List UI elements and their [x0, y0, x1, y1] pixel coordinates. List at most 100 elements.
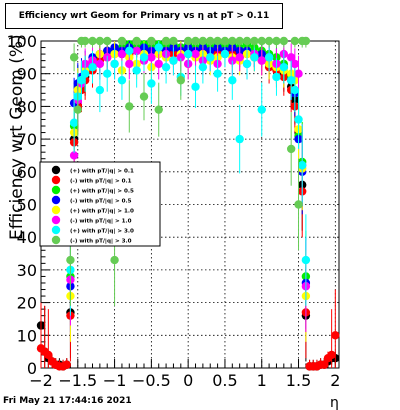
axes: −2 −1.5 −1 −0.5 0 0.5 1 1.5 20102030405060708090…	[6, 32, 340, 390]
data-point	[301, 36, 311, 46]
data-point	[125, 46, 134, 56]
data-point	[257, 36, 266, 46]
legend-marker	[51, 235, 61, 245]
data-point	[206, 36, 215, 46]
x-tick-label: 1	[257, 371, 267, 390]
data-point	[110, 255, 119, 265]
legend-marker	[51, 175, 61, 185]
data-point	[228, 76, 237, 85]
y-tick-label: 10	[17, 326, 37, 345]
data-point	[117, 49, 127, 59]
data-point	[250, 53, 259, 62]
data-point	[169, 36, 178, 46]
data-point	[257, 105, 266, 114]
data-point	[147, 79, 156, 88]
data-point	[44, 350, 53, 360]
legend-label: (+) with pT/|q| > 0.5	[70, 189, 134, 195]
x-tick-label: 0	[183, 371, 193, 390]
timestamp: Fri May 21 17:44:16 2021	[3, 396, 132, 406]
data-point	[220, 36, 230, 46]
data-point	[257, 56, 266, 65]
data-point	[69, 118, 79, 127]
data-point	[73, 105, 82, 114]
data-point	[242, 36, 252, 46]
data-point	[88, 36, 97, 46]
data-point	[132, 46, 141, 56]
data-point	[191, 36, 200, 46]
data-point	[80, 69, 90, 78]
data-point	[80, 36, 90, 46]
data-point	[176, 53, 186, 62]
legend-label: (+) with pT/|q| > 1.0	[70, 209, 134, 215]
data-point	[110, 59, 119, 69]
data-point	[147, 36, 156, 46]
x-axis-label: η	[330, 395, 339, 410]
y-tick-label: 100	[6, 32, 37, 51]
data-point	[183, 49, 193, 59]
data-point	[103, 36, 112, 46]
data-point	[117, 76, 127, 85]
legend-label: (+) with pT/|q| > 0.1	[70, 169, 134, 175]
y-tick-label: 0	[27, 359, 37, 378]
x-tick-label: −1.5	[58, 371, 97, 390]
data-point	[66, 255, 75, 265]
data-point	[235, 53, 244, 62]
y-tick-label: 40	[17, 228, 37, 247]
y-tick-label: 60	[17, 163, 37, 182]
legend-marker	[51, 205, 61, 215]
data-point	[290, 85, 300, 95]
data-point	[191, 82, 200, 91]
data-point	[272, 72, 281, 82]
data-point	[161, 36, 171, 46]
data-point	[88, 62, 97, 72]
data-point	[198, 36, 208, 46]
chart-title: Efficiency wrt Geom for Primary vs η at …	[18, 11, 270, 21]
data-point	[220, 49, 230, 59]
data-point	[62, 360, 71, 369]
data-point	[298, 161, 307, 170]
data-point	[294, 69, 303, 78]
data-point	[69, 151, 79, 160]
data-point	[161, 62, 171, 72]
data-point	[95, 85, 105, 95]
legend: (+) with pT/|q| > 0.1 (-) with pT/|q| > 0…	[39, 161, 161, 247]
legend-label: (+) with pT/|q| > 3.0	[70, 229, 134, 235]
x-tick-label: −1	[103, 371, 127, 390]
data-point	[154, 59, 163, 69]
data-point	[139, 92, 149, 101]
data-point	[213, 69, 222, 78]
y-axis-label: Efficiency wrt Geom (%)	[7, 34, 27, 240]
legend-marker	[51, 225, 61, 235]
y-tick-label: 80	[17, 97, 37, 116]
data-point	[103, 69, 112, 78]
y-tick-label: 90	[17, 65, 37, 84]
legend-label: (-) with pT/|q| > 3.0	[70, 239, 132, 245]
data-point	[125, 59, 134, 69]
y-tick-label: 70	[17, 130, 37, 149]
legend-marker	[51, 185, 61, 195]
legend-label: (-) with pT/|q| > 0.1	[70, 179, 132, 185]
data-point	[279, 36, 289, 46]
data-point	[125, 102, 134, 111]
data-point	[272, 36, 281, 46]
data-point	[95, 59, 105, 69]
data-point	[320, 360, 329, 369]
data-point	[327, 350, 336, 360]
title-box: Efficiency wrt Geom for Primary vs η at …	[5, 3, 283, 29]
data-point	[290, 36, 300, 46]
data-point	[264, 36, 274, 46]
data-point	[242, 59, 252, 69]
data-point	[117, 36, 127, 46]
data-point	[250, 36, 259, 46]
data-point	[132, 66, 141, 75]
y-tick-label: 30	[17, 261, 37, 280]
data-points	[36, 36, 340, 371]
data-point	[169, 56, 178, 65]
data-point	[294, 115, 303, 124]
data-point	[198, 62, 208, 72]
data-point	[176, 76, 186, 85]
data-point	[279, 62, 289, 72]
data-point	[77, 76, 86, 85]
data-point	[206, 53, 215, 62]
data-point	[69, 53, 79, 62]
